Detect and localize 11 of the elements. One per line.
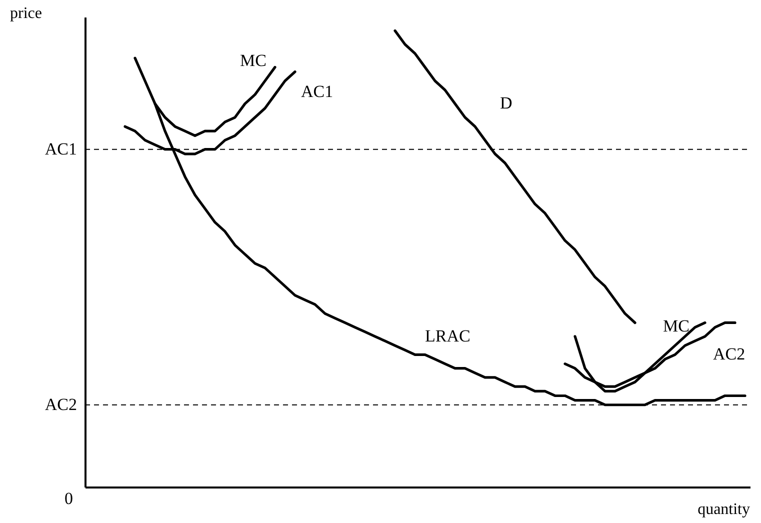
series-label: AC1 bbox=[301, 82, 334, 101]
x-axis-title: quantity bbox=[698, 501, 750, 518]
ref-line-label: AC1 bbox=[44, 139, 77, 158]
series-label: MC bbox=[240, 51, 266, 70]
series-label: AC2 bbox=[713, 344, 746, 364]
series-label: MC bbox=[663, 316, 690, 336]
text: 0 bbox=[64, 489, 73, 508]
series-label: LRAC bbox=[425, 326, 470, 346]
series-label: D bbox=[500, 94, 512, 113]
y-axis-title: price bbox=[10, 5, 42, 22]
ref-line-label: AC2 bbox=[44, 394, 77, 414]
